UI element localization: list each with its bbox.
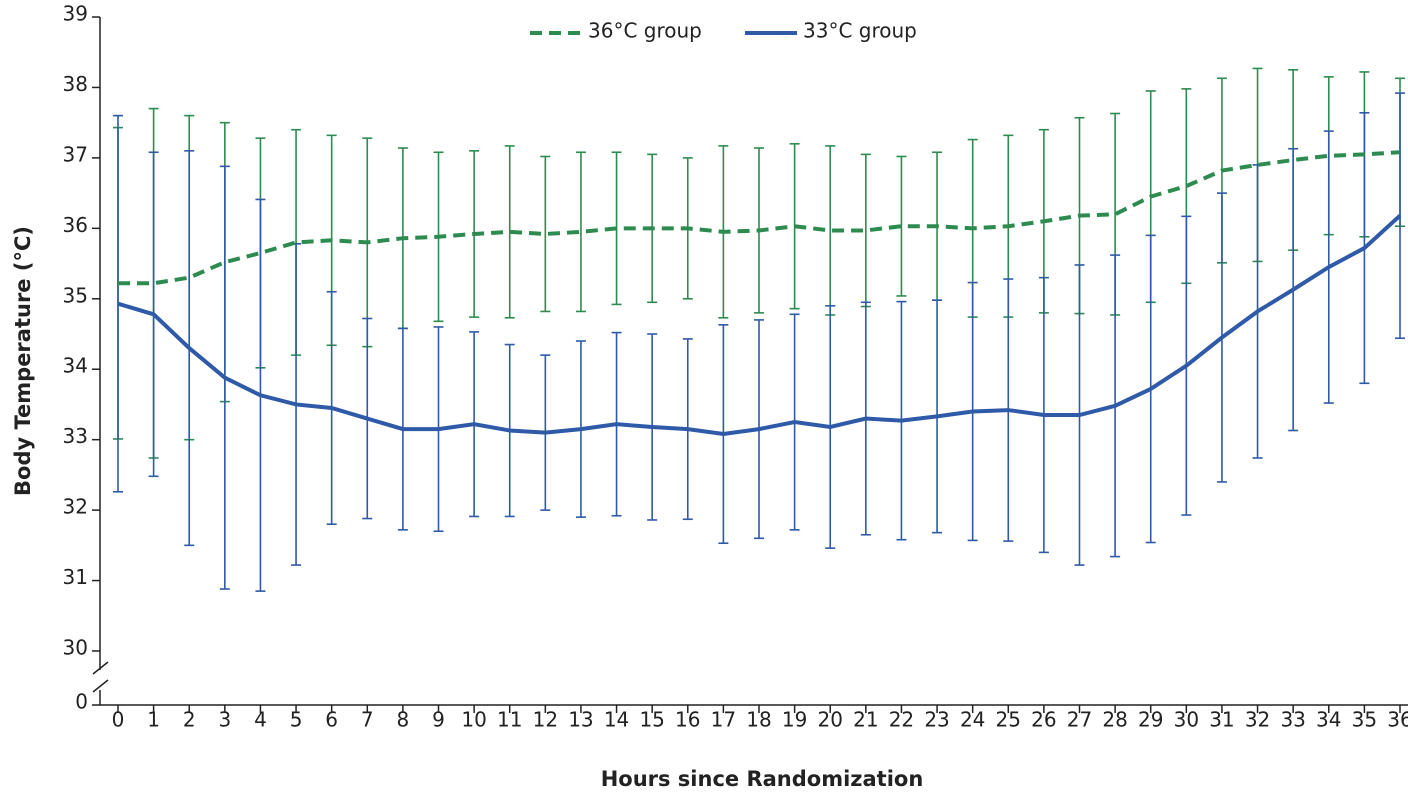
series-line [117, 214, 1402, 437]
error-bar [575, 151, 586, 313]
y-tick-label: 39 [63, 2, 88, 26]
x-tick-label: 13 [568, 708, 593, 732]
x-tick-label: 8 [397, 708, 410, 732]
x-tick-label: 10 [461, 708, 486, 732]
x-tick-label: 11 [497, 708, 522, 732]
error-bar [504, 145, 515, 319]
x-tick-label: 5 [290, 708, 303, 732]
x-axis-label: Hours since Randomization [601, 767, 924, 791]
x-tick-label: 17 [711, 708, 736, 732]
x-tick-label: 16 [675, 708, 700, 732]
x-tick-label: 14 [604, 708, 629, 732]
x-tick-label: 9 [432, 708, 445, 732]
x-tick-label: 23 [924, 708, 949, 732]
x-tick-label: 3 [218, 708, 231, 732]
x-tick-label: 4 [254, 708, 267, 732]
x-tick-label: 34 [1316, 708, 1341, 732]
legend-label: 33°C group [803, 19, 917, 43]
y-tick-label: 37 [63, 142, 88, 166]
x-tick-label: 12 [533, 708, 558, 732]
x-tick-label: 32 [1245, 708, 1270, 732]
x-tick-label: 36 [1387, 708, 1408, 732]
y-tick-label: 31 [63, 565, 88, 589]
y-tick-label: 36 [63, 213, 88, 237]
x-tick-label: 35 [1352, 708, 1377, 732]
y-tick-label: 38 [63, 72, 88, 96]
y-tick-label: 34 [63, 354, 88, 378]
x-tick-label: 26 [1031, 708, 1056, 732]
y-tick-label: 33 [63, 424, 88, 448]
x-tick-label: 6 [325, 708, 338, 732]
series-line [118, 150, 1401, 286]
x-tick-label: 21 [853, 708, 878, 732]
y-axis-label: Body Temperature (°C) [11, 226, 35, 496]
x-tick-label: 1 [147, 708, 160, 732]
x-tick-label: 31 [1209, 708, 1234, 732]
x-tick-label: 33 [1280, 708, 1305, 732]
x-tick-label: 15 [639, 708, 664, 732]
x-tick-label: 7 [361, 708, 374, 732]
axis-break [92, 661, 109, 693]
legend-label: 36°C group [588, 19, 702, 43]
x-tick-label: 20 [817, 708, 842, 732]
x-tick-label: 25 [996, 708, 1021, 732]
x-tick-label: 22 [889, 708, 914, 732]
error-bar [896, 155, 907, 297]
y-tick-label: 32 [63, 495, 88, 519]
x-tick-label: 27 [1067, 708, 1092, 732]
x-tick-label: 0 [112, 708, 125, 732]
y-tick-label: 0 [75, 690, 88, 714]
x-tick-label: 18 [746, 708, 771, 732]
x-tick-label: 29 [1138, 708, 1163, 732]
y-tick-label: 30 [63, 636, 88, 660]
x-tick-label: 28 [1102, 708, 1127, 732]
x-tick-label: 24 [960, 708, 985, 732]
x-tick-label: 30 [1174, 708, 1199, 732]
x-tick-label: 19 [782, 708, 807, 732]
x-tick-label: 2 [183, 708, 196, 732]
y-tick-label: 35 [63, 283, 88, 307]
error-bar [1395, 92, 1405, 340]
error-bar [540, 155, 551, 313]
